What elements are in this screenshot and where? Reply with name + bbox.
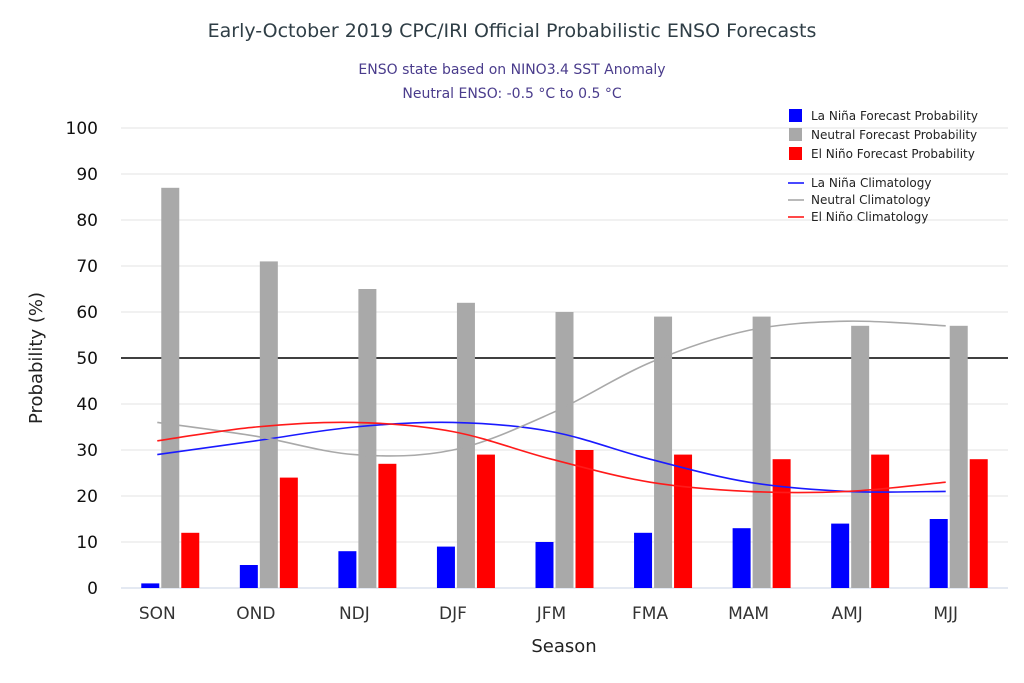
y-tick-label: 30 xyxy=(76,441,98,461)
bar-la-son xyxy=(141,583,160,588)
y-tick-label: 0 xyxy=(87,579,98,599)
x-tick-label: OND xyxy=(236,604,275,624)
bar-neutral-amj xyxy=(851,325,870,588)
bar-neutral-son xyxy=(161,187,180,589)
x-tick-label: NDJ xyxy=(339,604,370,624)
bar-el-jfm xyxy=(575,450,594,588)
bar-el-ond xyxy=(279,477,298,588)
bar-la-mam xyxy=(732,528,751,588)
climatology-lines xyxy=(157,320,946,494)
x-tick-label: SON xyxy=(139,604,176,624)
line-la-climatology xyxy=(157,421,946,493)
legend-swatch xyxy=(789,128,802,141)
bar-la-djf xyxy=(436,546,455,588)
y-tick-label: 60 xyxy=(76,303,98,323)
line-neutral-climatology xyxy=(157,320,946,457)
x-tick-label: JFM xyxy=(536,604,566,624)
x-axis-ticks: SON OND NDJ DJF JFM FMA MAM AMJ MJJ xyxy=(139,604,958,624)
bar-el-mjj xyxy=(969,459,988,588)
bar-el-son xyxy=(181,532,200,588)
bar-la-mjj xyxy=(929,519,948,588)
bar-neutral-ond xyxy=(259,261,278,588)
x-tick-label: FMA xyxy=(632,604,668,624)
y-tick-label: 90 xyxy=(76,165,98,185)
y-tick-label: 40 xyxy=(76,395,98,415)
x-tick-label: DJF xyxy=(439,604,467,624)
bar-el-fma xyxy=(674,454,693,588)
legend[interactable]: La Niña Forecast Probability Neutral Fore… xyxy=(788,109,978,224)
chart-title: Early-October 2019 CPC/IRI Official Prob… xyxy=(208,20,817,42)
bar-neutral-djf xyxy=(456,302,475,588)
bar-la-jfm xyxy=(535,542,554,588)
y-tick-label: 80 xyxy=(76,211,98,231)
y-tick-label: 20 xyxy=(76,487,98,507)
y-tick-label: 50 xyxy=(76,349,98,369)
y-tick-label: 10 xyxy=(76,533,98,553)
bar-la-fma xyxy=(634,532,653,588)
bar-el-ndj xyxy=(378,463,397,588)
bar-la-ond xyxy=(239,565,258,588)
bar-neutral-mjj xyxy=(949,325,968,588)
bar-neutral-ndj xyxy=(358,289,377,588)
bar-el-djf xyxy=(476,454,495,588)
line-el-climatology xyxy=(157,421,946,494)
bar-la-amj xyxy=(831,523,850,588)
bar-neutral-fma xyxy=(654,316,673,588)
bar-neutral-jfm xyxy=(555,312,574,588)
bar-neutral-mam xyxy=(752,316,771,588)
bar-el-mam xyxy=(772,459,791,588)
legend-swatch xyxy=(789,109,802,122)
bar-la-ndj xyxy=(338,551,357,588)
y-tick-label: 70 xyxy=(76,257,98,277)
x-tick-label: MAM xyxy=(728,604,769,624)
y-axis-ticks: 0 10 20 30 40 50 60 70 80 90 100 xyxy=(66,119,98,599)
legend-label: La Niña Forecast Probability xyxy=(811,109,978,123)
x-tick-label: MJJ xyxy=(933,604,958,624)
bar-el-amj xyxy=(871,454,890,588)
legend-label: El Niño Climatology xyxy=(811,210,928,224)
legend-label: La Niña Climatology xyxy=(811,176,931,190)
legend-label: Neutral Climatology xyxy=(811,193,931,207)
chart-subtitle-line-2: Neutral ENSO: -0.5 °C to 0.5 °C xyxy=(402,86,621,102)
legend-label: El Niño Forecast Probability xyxy=(811,147,975,161)
chart-subtitle-line-1: ENSO state based on NINO3.4 SST Anomaly xyxy=(358,62,665,78)
y-tick-label: 100 xyxy=(66,119,98,139)
x-axis-label: Season xyxy=(531,636,596,657)
x-tick-label: AMJ xyxy=(832,604,863,624)
legend-label: Neutral Forecast Probability xyxy=(811,128,977,142)
legend-swatch xyxy=(789,147,802,160)
bar-series xyxy=(141,187,988,589)
y-axis-label: Probability (%) xyxy=(26,292,47,424)
